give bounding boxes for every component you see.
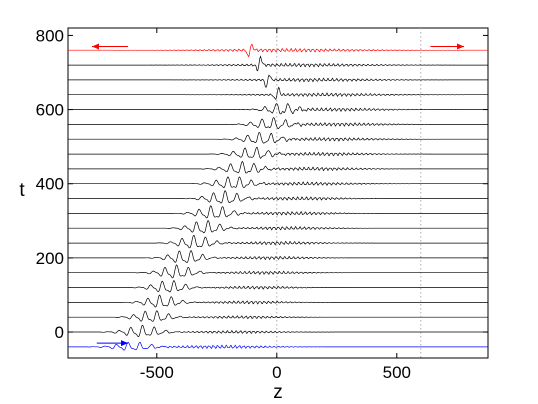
x-tick-label-0: -500 [140, 363, 174, 382]
trace-t-480 [68, 146, 488, 159]
arrow-right-2 [96, 340, 128, 347]
direction-arrows [92, 43, 464, 347]
trace-t-680 [68, 74, 488, 88]
trace-t-320 [68, 205, 488, 219]
y-axis-label: t [19, 180, 25, 201]
y-tick-label-4: 800 [36, 26, 64, 45]
trace-t-0 [68, 324, 488, 337]
x-axis-label: z [273, 382, 283, 403]
trace-t-80 [68, 294, 488, 308]
trace-t-440 [68, 160, 488, 174]
x-tick-label-2: 500 [383, 363, 411, 382]
trace-t-200 [68, 250, 488, 264]
reference-lines [276, 28, 422, 358]
trace-t-360 [68, 190, 488, 204]
axis-ticks: -500 0 500 0 200 400 600 800 [36, 26, 488, 382]
x-tick-label-1: 0 [272, 363, 281, 382]
arrow-left-0 [92, 43, 128, 50]
trace-t-760 [68, 43, 488, 58]
trace-t-160 [68, 264, 488, 279]
plot-area: -500 0 500 0 200 400 600 800 [36, 26, 489, 382]
trace-t-40 [68, 310, 488, 322]
trace-t-640 [68, 86, 488, 100]
trace-t-720 [68, 55, 488, 72]
trace-t-560 [68, 117, 488, 129]
trace-t-400 [68, 176, 488, 188]
arrow-right-1 [430, 43, 464, 50]
y-tick-label-2: 400 [36, 175, 64, 194]
trace-t-120 [68, 280, 488, 293]
y-tick-label-1: 200 [36, 249, 64, 268]
trace-t-600 [68, 103, 488, 115]
trace-t--40 [68, 341, 488, 351]
axes-frame [67, 27, 489, 359]
trace-t-520 [68, 131, 488, 144]
traces [68, 43, 488, 351]
y-tick-label-3: 600 [36, 101, 64, 120]
trace-t-240 [68, 234, 488, 249]
y-tick-label-0: 0 [55, 323, 64, 342]
trace-t-280 [68, 219, 488, 234]
